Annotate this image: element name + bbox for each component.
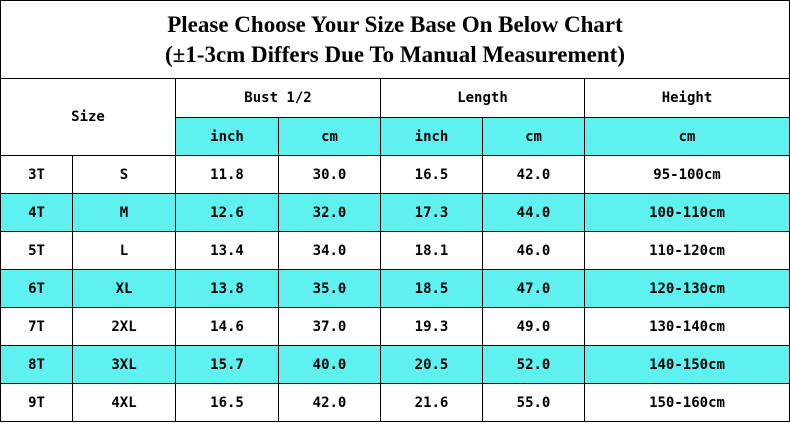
table-cell: 13.4 <box>175 231 279 270</box>
table-cell: 2XL <box>72 307 176 346</box>
title-line: Please Choose Your Size Base On Below Ch… <box>167 11 623 37</box>
table-cell: 30.0 <box>278 155 381 194</box>
table-cell: 3T <box>0 155 73 194</box>
column-header: Height <box>584 78 790 118</box>
table-cell: 42.0 <box>482 155 585 194</box>
table-cell: 44.0 <box>482 193 585 232</box>
table-cell: 42.0 <box>278 383 381 422</box>
table-cell: 8T <box>0 345 73 384</box>
unit-header: cm <box>278 117 381 156</box>
column-header: Length <box>380 78 585 118</box>
table-cell: 150-160cm <box>584 383 790 422</box>
table-cell: 18.1 <box>380 231 483 270</box>
table-cell: 14.6 <box>175 307 279 346</box>
unit-header: inch <box>175 117 279 156</box>
table-cell: 7T <box>0 307 73 346</box>
table-cell: 52.0 <box>482 345 585 384</box>
table-cell: L <box>72 231 176 270</box>
table-cell: 49.0 <box>482 307 585 346</box>
table-cell: 35.0 <box>278 269 381 308</box>
table-cell: 16.5 <box>175 383 279 422</box>
table-cell: 95-100cm <box>584 155 790 194</box>
column-header: Bust 1/2 <box>175 78 381 118</box>
table-cell: 16.5 <box>380 155 483 194</box>
table-cell: 17.3 <box>380 193 483 232</box>
table-cell: 110-120cm <box>584 231 790 270</box>
table-cell: 37.0 <box>278 307 381 346</box>
table-cell: 4T <box>0 193 73 232</box>
table-cell: 5T <box>0 231 73 270</box>
table-cell: S <box>72 155 176 194</box>
table-cell: 140-150cm <box>584 345 790 384</box>
table-cell: 13.8 <box>175 269 279 308</box>
table-cell: 18.5 <box>380 269 483 308</box>
table-cell: 3XL <box>72 345 176 384</box>
table-cell: 6T <box>0 269 73 308</box>
unit-header: inch <box>380 117 483 156</box>
table-cell: 120-130cm <box>584 269 790 308</box>
table-cell: 55.0 <box>482 383 585 422</box>
unit-header: cm <box>482 117 585 156</box>
table-cell: 4XL <box>72 383 176 422</box>
table-cell: XL <box>72 269 176 308</box>
table-cell: 100-110cm <box>584 193 790 232</box>
title-box: Please Choose Your Size Base On Below Ch… <box>0 0 790 79</box>
table-cell: 12.6 <box>175 193 279 232</box>
table-cell: 20.5 <box>380 345 483 384</box>
table-cell: 130-140cm <box>584 307 790 346</box>
table-cell: 47.0 <box>482 269 585 308</box>
table-cell: 32.0 <box>278 193 381 232</box>
table-cell: 46.0 <box>482 231 585 270</box>
table-cell: 19.3 <box>380 307 483 346</box>
table-cell: 11.8 <box>175 155 279 194</box>
table-cell: 21.6 <box>380 383 483 422</box>
subtitle-line: (±1-3cm Differs Due To Manual Measuremen… <box>165 41 625 67</box>
table-cell: 34.0 <box>278 231 381 270</box>
table-cell: 9T <box>0 383 73 422</box>
table-cell: 40.0 <box>278 345 381 384</box>
table-cell: 15.7 <box>175 345 279 384</box>
unit-header: cm <box>584 117 790 156</box>
column-header: Size <box>0 78 176 156</box>
table-cell: M <box>72 193 176 232</box>
